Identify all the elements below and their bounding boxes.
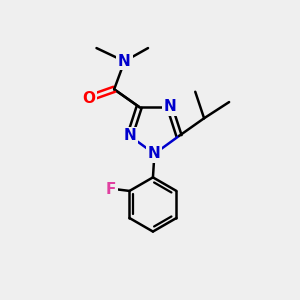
Text: F: F: [106, 182, 116, 197]
Text: N: N: [163, 100, 176, 115]
Text: N: N: [148, 146, 161, 161]
Text: O: O: [82, 91, 96, 106]
Text: N: N: [118, 54, 131, 69]
Text: N: N: [123, 128, 136, 143]
